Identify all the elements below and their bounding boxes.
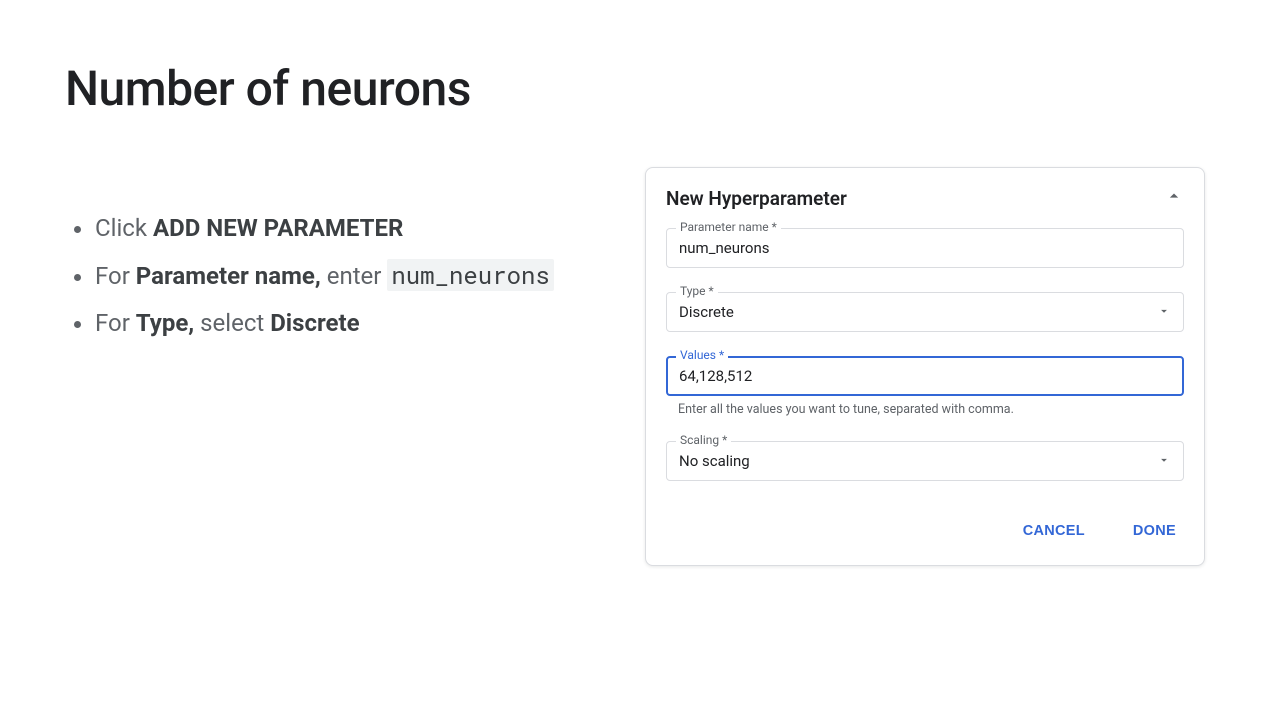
parameter-name-value: num_neurons [679,239,770,257]
instruction-item: For Type, select Discrete [95,302,605,345]
parameter-name-label: Parameter name * [676,220,781,234]
collapse-icon[interactable] [1164,186,1184,210]
values-field[interactable]: Values * 64,128,512 Enter all the values… [666,356,1184,417]
instruction-item: For Parameter name, enter num_neurons [95,254,605,298]
scaling-label: Scaling * [676,433,731,447]
page-title: Number of neurons [65,60,1215,117]
instructions-list: Click ADD NEW PARAMETER For Parameter na… [65,207,605,566]
type-value: Discrete [679,303,734,321]
chevron-down-icon [1157,452,1171,471]
panel-title: New Hyperparameter [666,187,847,210]
values-label: Values * [676,348,728,362]
hyperparameter-panel: New Hyperparameter Parameter name * num_… [645,167,1205,566]
instruction-item: Click ADD NEW PARAMETER [95,207,605,250]
scaling-value: No scaling [679,452,750,470]
type-label: Type * [676,284,718,298]
parameter-name-field[interactable]: Parameter name * num_neurons [666,228,1184,268]
type-field[interactable]: Type * Discrete [666,292,1184,332]
scaling-field[interactable]: Scaling * No scaling [666,441,1184,481]
values-help-text: Enter all the values you want to tune, s… [666,402,1184,417]
chevron-down-icon [1157,303,1171,322]
done-button[interactable]: DONE [1125,517,1184,545]
cancel-button[interactable]: CANCEL [1015,517,1093,545]
values-value: 64,128,512 [679,367,752,385]
